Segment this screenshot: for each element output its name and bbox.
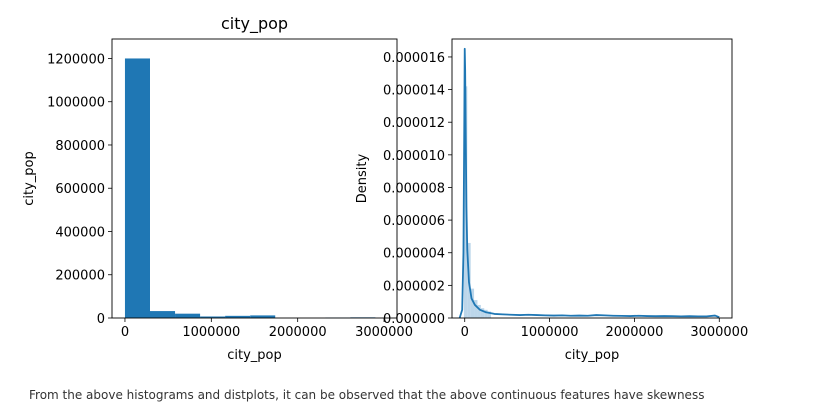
x-tick-label: 3000000 (355, 325, 413, 340)
density-hist-bar-3 (474, 300, 478, 318)
y-tick-label: 1200000 (47, 52, 105, 67)
y-tick-label: 800000 (55, 139, 105, 154)
x-tick-label: 1000000 (182, 325, 240, 340)
histogram-bar-4 (225, 315, 251, 318)
x-tick-label: 0 (461, 325, 469, 340)
axes-frame-2 (451, 38, 733, 319)
histogram-bar-1 (150, 311, 176, 318)
axes-frame-1 (111, 38, 398, 319)
y-tick-label: 0 (97, 312, 105, 327)
y-tick-label: 1000000 (47, 96, 105, 111)
kde-line (458, 47, 720, 319)
y-tick-label: 0.000012 (383, 116, 445, 131)
y-tick-label: 200000 (55, 269, 105, 284)
y-axis-label: city_pop (22, 151, 37, 206)
x-tick-label: 1000000 (521, 325, 579, 340)
y-tick-label: 0.000008 (383, 181, 445, 196)
y-axis-label: Density (355, 153, 370, 203)
y-tick-label: 0.000004 (383, 247, 445, 262)
density-hist-bar-7 (487, 311, 492, 318)
density-hist-bar-6 (484, 309, 488, 318)
density-hist-bar-5 (480, 308, 485, 318)
x-tick-label: 2000000 (269, 325, 327, 340)
y-tick-label: 0.000006 (383, 214, 445, 229)
figure: 0 1000000 2000000 3000000 0 200000 400000 60000… (22, 14, 748, 363)
histogram-bar-3 (200, 316, 226, 318)
histogram-bar-0 (124, 58, 150, 318)
x-axis-label: city_pop (227, 348, 282, 363)
y-tick-label: 0.000014 (383, 84, 445, 99)
caption-text: From the above histograms and distplots,… (29, 388, 705, 402)
histogram-bar-2 (175, 313, 201, 318)
y-tick-label: 0.000000 (383, 312, 445, 327)
y-tick-label: 0.000016 (383, 51, 445, 66)
histogram-bar-5 (250, 315, 276, 318)
density-hist-bar-2 (470, 288, 475, 318)
x-axis-label: city_pop (565, 348, 620, 363)
y-tick-label: 0.000002 (383, 279, 445, 294)
chart-title: city_pop (221, 14, 288, 34)
x-tick-label: 3000000 (690, 325, 748, 340)
y-tick-label: 600000 (55, 182, 105, 197)
x-tick-label: 0 (121, 325, 129, 340)
y-tick-label: 400000 (55, 225, 105, 240)
y-tick-label: 0.000010 (383, 149, 445, 164)
density-hist-bar-4 (477, 304, 481, 318)
x-tick-label: 2000000 (605, 325, 663, 340)
